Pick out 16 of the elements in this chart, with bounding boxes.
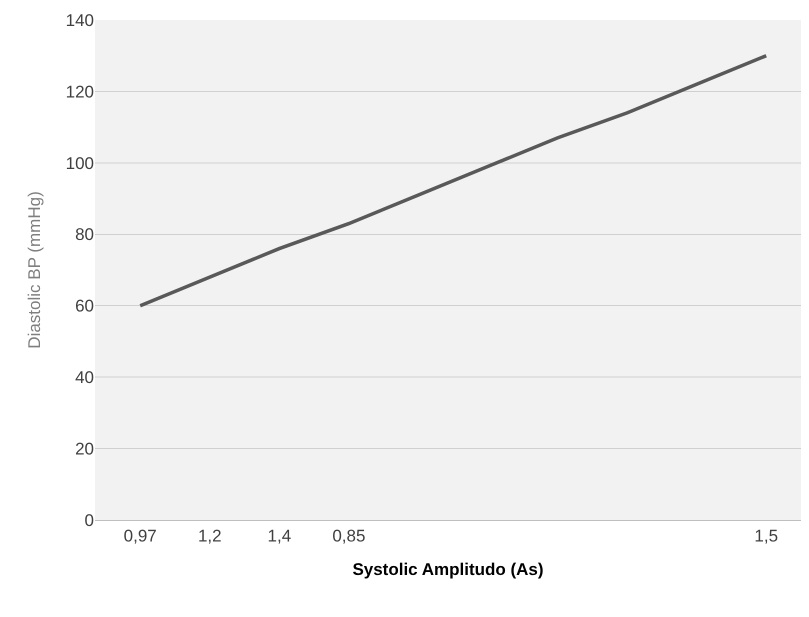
x-tick-label: 0,85: [332, 526, 366, 546]
y-axis-title: Diastolic BP (mmHg): [25, 191, 44, 349]
y-tick-label: 100: [66, 154, 94, 173]
y-tick-label: 0: [84, 510, 94, 530]
x-tick-label: 1,4: [268, 526, 292, 546]
y-tick-label: 120: [66, 82, 94, 102]
x-tick-label: 1,2: [198, 526, 222, 546]
y-tick-label: 40: [75, 368, 94, 388]
x-tick-label: 1,5: [754, 526, 778, 546]
y-tick-label: 60: [75, 296, 94, 316]
x-axis-title: Systolic Amplitudo (As): [352, 560, 544, 579]
y-tick-label: 80: [75, 225, 94, 244]
y-tick-label: 140: [66, 10, 94, 30]
y-tick-label: 20: [75, 440, 94, 459]
line-series: [138, 54, 768, 308]
x-tick-label: 0,97: [124, 526, 157, 546]
